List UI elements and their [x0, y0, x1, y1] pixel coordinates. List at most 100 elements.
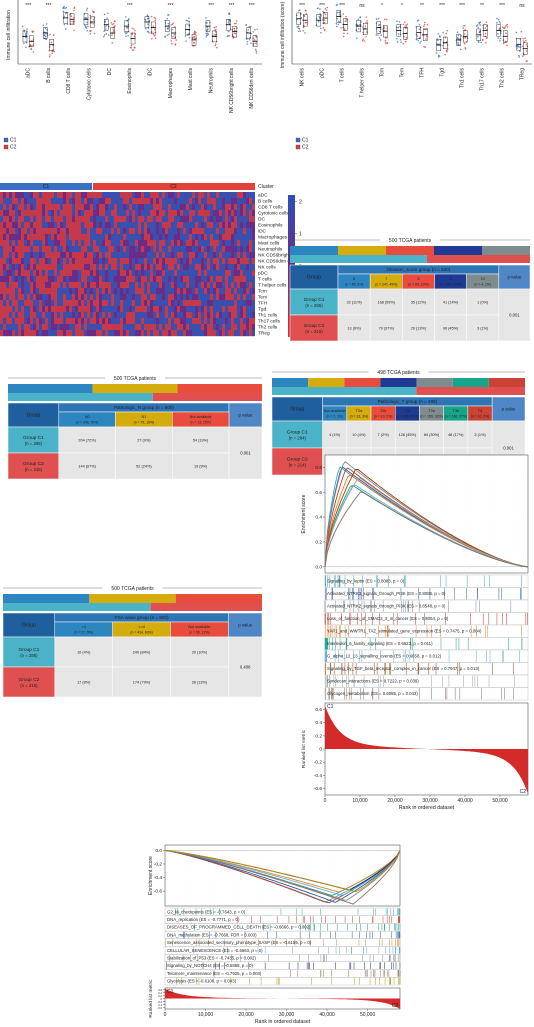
point	[402, 42, 404, 45]
heatmap-cell	[99, 282, 102, 289]
heatmap-cell	[60, 252, 63, 259]
heatmap-cell	[60, 234, 63, 241]
heatmap-cell	[123, 330, 126, 337]
heatmap-cell	[114, 282, 117, 289]
heatmap-cell	[129, 300, 132, 307]
heatmap-cell	[243, 252, 246, 259]
heatmap-cell	[216, 282, 219, 289]
heatmap-cell	[69, 252, 72, 259]
heatmap-cell	[234, 258, 237, 265]
heatmap-cell	[234, 210, 237, 217]
heatmap-cell	[231, 258, 234, 265]
grid-dot	[404, 460, 406, 462]
heatmap-cell	[216, 294, 219, 301]
heatmap-cell	[24, 216, 27, 223]
heatmap-cell	[126, 192, 129, 199]
heatmap-cell	[93, 246, 96, 253]
grid-dot	[452, 480, 454, 482]
heatmap-cell	[15, 222, 18, 229]
heatmap-cell	[195, 330, 198, 337]
heatmap-cell	[9, 294, 12, 301]
point	[457, 34, 460, 37]
point	[320, 15, 322, 17]
heatmap-cell	[177, 276, 180, 283]
heatmap-cell	[225, 198, 228, 205]
heatmap-cell	[183, 240, 186, 247]
grid-dot	[364, 860, 366, 862]
heatmap-cell	[213, 204, 216, 211]
column-n: (n = 137, 27%)	[439, 283, 461, 287]
grid-dot	[172, 860, 174, 862]
heatmap-cell	[36, 204, 39, 211]
heatmap-cell	[252, 246, 255, 253]
heatmap-cell	[141, 258, 144, 265]
heatmap-cell	[150, 288, 153, 295]
heatmap-cell	[204, 228, 207, 235]
heatmap-cell	[243, 240, 246, 247]
heatmap-cell	[0, 294, 3, 301]
point	[104, 25, 107, 28]
point	[112, 30, 115, 33]
grid-dot	[476, 480, 478, 482]
point	[298, 30, 300, 33]
grid-dot	[392, 570, 394, 572]
grid-dot	[440, 500, 442, 502]
heatmap-cell	[135, 324, 138, 331]
heatmap-cell	[216, 288, 219, 295]
annotation-bar	[175, 594, 262, 603]
heatmap-cell	[168, 300, 171, 307]
start-label: C1	[167, 989, 174, 995]
grid-dot	[340, 880, 342, 882]
x-tick-label: NK CD56bright cells	[229, 68, 235, 114]
heatmap-cell	[222, 276, 225, 283]
heatmap-cell	[60, 192, 63, 199]
point	[336, 17, 338, 20]
heatmap-cell	[57, 228, 60, 235]
point	[345, 15, 347, 18]
heatmap-cell	[234, 234, 237, 241]
heatmap-cell	[150, 192, 153, 199]
heatmap-cell	[144, 324, 147, 331]
significance: ***	[439, 3, 445, 9]
grid-dot	[464, 560, 466, 562]
point	[174, 26, 176, 28]
heatmap-cell	[234, 204, 237, 211]
heatmap-cell	[132, 192, 135, 199]
heatmap-cell	[126, 246, 129, 253]
es-curve	[324, 477, 529, 568]
heatmap-cell	[165, 288, 168, 295]
heatmap-cell	[66, 318, 69, 325]
point	[255, 52, 258, 54]
heatmap-cell	[81, 258, 84, 265]
heatmap-cell	[54, 222, 57, 229]
heatmap-cell	[156, 210, 159, 217]
heatmap-cell	[87, 264, 90, 271]
heatmap-cell	[132, 252, 135, 259]
point	[32, 51, 35, 53]
grid-dot	[416, 530, 418, 532]
heatmap-cell	[6, 234, 9, 241]
heatmap-cell	[69, 234, 72, 241]
heatmap-cell	[45, 234, 48, 241]
heatmap-cell	[249, 228, 252, 235]
cluster-label: Cluster	[258, 184, 274, 190]
heatmap-cell	[93, 276, 96, 283]
banner-bg	[102, 585, 163, 591]
heatmap-cell	[12, 312, 15, 319]
point	[484, 32, 487, 35]
heatmap-cell	[180, 294, 183, 301]
heatmap-cell	[69, 318, 72, 325]
heatmap-cell	[114, 246, 117, 253]
heatmap-cell	[15, 324, 18, 331]
y-tick-label: -0.2	[314, 760, 323, 766]
heatmap-cell	[123, 228, 126, 235]
heatmap-cell	[21, 270, 24, 277]
heatmap-cell	[84, 222, 87, 229]
heatmap-cell	[3, 300, 6, 307]
heatmap-cell	[51, 330, 54, 337]
heatmap-cell	[42, 204, 45, 211]
heatmap-cell	[9, 276, 12, 283]
x-tick-label: Tem	[399, 68, 405, 77]
header-text: Group	[290, 407, 304, 413]
heatmap-cell	[240, 324, 243, 331]
